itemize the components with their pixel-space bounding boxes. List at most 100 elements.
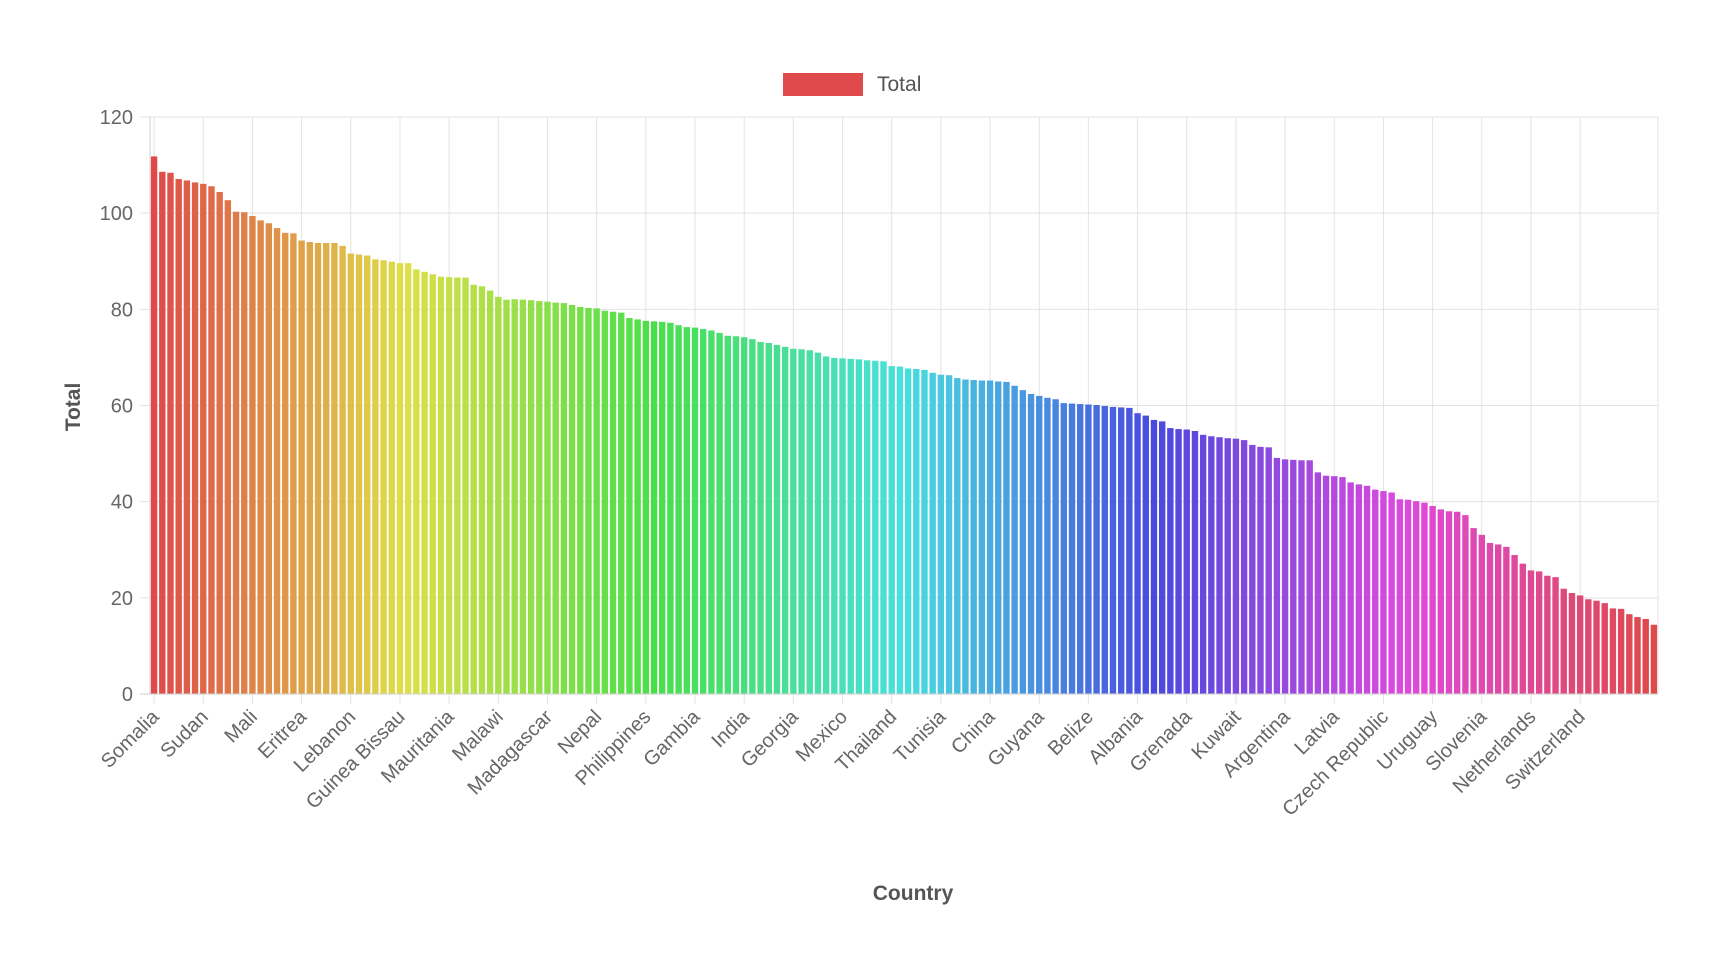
bar[interactable] <box>183 180 191 695</box>
bar[interactable] <box>1470 528 1477 694</box>
bar[interactable] <box>593 308 600 694</box>
bar[interactable] <box>306 242 314 694</box>
bar[interactable] <box>880 361 887 694</box>
bar[interactable] <box>388 261 395 694</box>
bar[interactable] <box>1404 499 1412 694</box>
bar[interactable] <box>1413 501 1420 694</box>
bar[interactable] <box>1060 403 1068 694</box>
bar[interactable] <box>781 346 789 694</box>
bar[interactable] <box>536 301 543 694</box>
bar[interactable] <box>191 182 199 694</box>
bar[interactable] <box>1044 397 1051 694</box>
bar[interactable] <box>978 380 986 695</box>
bar[interactable] <box>642 320 650 694</box>
bar[interactable] <box>1593 600 1600 694</box>
bar[interactable] <box>1126 407 1133 694</box>
bar[interactable] <box>1585 599 1592 694</box>
bar[interactable] <box>511 299 518 694</box>
bar[interactable] <box>331 242 338 695</box>
bar[interactable] <box>314 242 322 695</box>
bar[interactable] <box>896 366 904 694</box>
bar[interactable] <box>790 348 797 694</box>
bar[interactable] <box>995 381 1002 694</box>
bar[interactable] <box>568 305 576 694</box>
legend-label[interactable]: Total <box>877 73 921 96</box>
bar[interactable] <box>1265 447 1272 694</box>
bar[interactable] <box>372 259 379 694</box>
bar[interactable] <box>1134 413 1141 694</box>
bar[interactable] <box>1101 405 1108 694</box>
bar[interactable] <box>1445 511 1453 694</box>
bar[interactable] <box>1421 502 1428 694</box>
bar[interactable] <box>478 286 486 694</box>
bar[interactable] <box>1519 563 1526 694</box>
bar[interactable] <box>429 274 436 694</box>
bar[interactable] <box>1642 618 1649 694</box>
bar[interactable] <box>831 357 838 694</box>
bar[interactable] <box>470 284 477 694</box>
bar[interactable] <box>872 360 879 694</box>
bar[interactable] <box>1503 546 1510 694</box>
bar[interactable] <box>1355 484 1363 694</box>
bar[interactable] <box>970 380 977 694</box>
bar[interactable] <box>323 242 330 695</box>
bar[interactable] <box>847 358 854 694</box>
bar[interactable] <box>1388 492 1395 694</box>
bar[interactable] <box>921 369 928 694</box>
bar[interactable] <box>1290 459 1297 694</box>
bar[interactable] <box>1019 390 1027 694</box>
legend[interactable]: Total <box>783 73 921 96</box>
bar[interactable] <box>1331 476 1338 694</box>
bar[interactable] <box>150 156 158 694</box>
bar[interactable] <box>1568 593 1576 694</box>
bar[interactable] <box>945 375 953 694</box>
bar[interactable] <box>159 171 166 694</box>
bar[interactable] <box>962 379 969 694</box>
bar[interactable] <box>437 276 445 694</box>
bar[interactable] <box>822 356 830 694</box>
bar[interactable] <box>986 380 994 695</box>
bar[interactable] <box>445 277 453 694</box>
bar[interactable] <box>421 271 428 694</box>
bar[interactable] <box>1175 429 1182 694</box>
bar[interactable] <box>626 317 633 694</box>
bar[interactable] <box>1167 428 1174 694</box>
bar[interactable] <box>413 269 420 694</box>
bar[interactable] <box>1003 381 1010 694</box>
bar[interactable] <box>634 319 641 694</box>
bar[interactable] <box>404 263 412 694</box>
bar[interactable] <box>552 302 559 694</box>
bar[interactable] <box>1191 430 1199 694</box>
bar[interactable] <box>503 299 510 694</box>
bar[interactable] <box>1339 477 1346 694</box>
bar[interactable] <box>1036 395 1043 694</box>
bar[interactable] <box>1437 509 1445 694</box>
bar[interactable] <box>544 301 551 694</box>
bar[interactable] <box>1142 415 1149 694</box>
bar[interactable] <box>1544 575 1551 694</box>
bar[interactable] <box>732 336 740 694</box>
bar[interactable] <box>1109 406 1117 694</box>
bar[interactable] <box>1609 608 1617 694</box>
bar[interactable] <box>1462 515 1469 694</box>
bar[interactable] <box>577 306 584 694</box>
bar[interactable] <box>1298 460 1305 694</box>
bar[interactable] <box>954 378 961 694</box>
bar[interactable] <box>1240 440 1248 694</box>
bar[interactable] <box>1216 437 1223 694</box>
bar[interactable] <box>1347 482 1354 694</box>
bar[interactable] <box>1232 438 1240 694</box>
bar[interactable] <box>814 352 822 694</box>
bar[interactable] <box>675 325 682 694</box>
bar[interactable] <box>1380 491 1387 694</box>
bar[interactable] <box>208 186 215 695</box>
bar[interactable] <box>888 366 895 694</box>
bar[interactable] <box>1208 436 1215 694</box>
bar[interactable] <box>806 350 813 694</box>
bar[interactable] <box>200 183 207 694</box>
bar[interactable] <box>339 245 346 695</box>
bar[interactable] <box>1552 577 1559 694</box>
bar[interactable] <box>724 335 731 694</box>
bar[interactable] <box>904 368 912 694</box>
bar[interactable] <box>1257 446 1264 694</box>
